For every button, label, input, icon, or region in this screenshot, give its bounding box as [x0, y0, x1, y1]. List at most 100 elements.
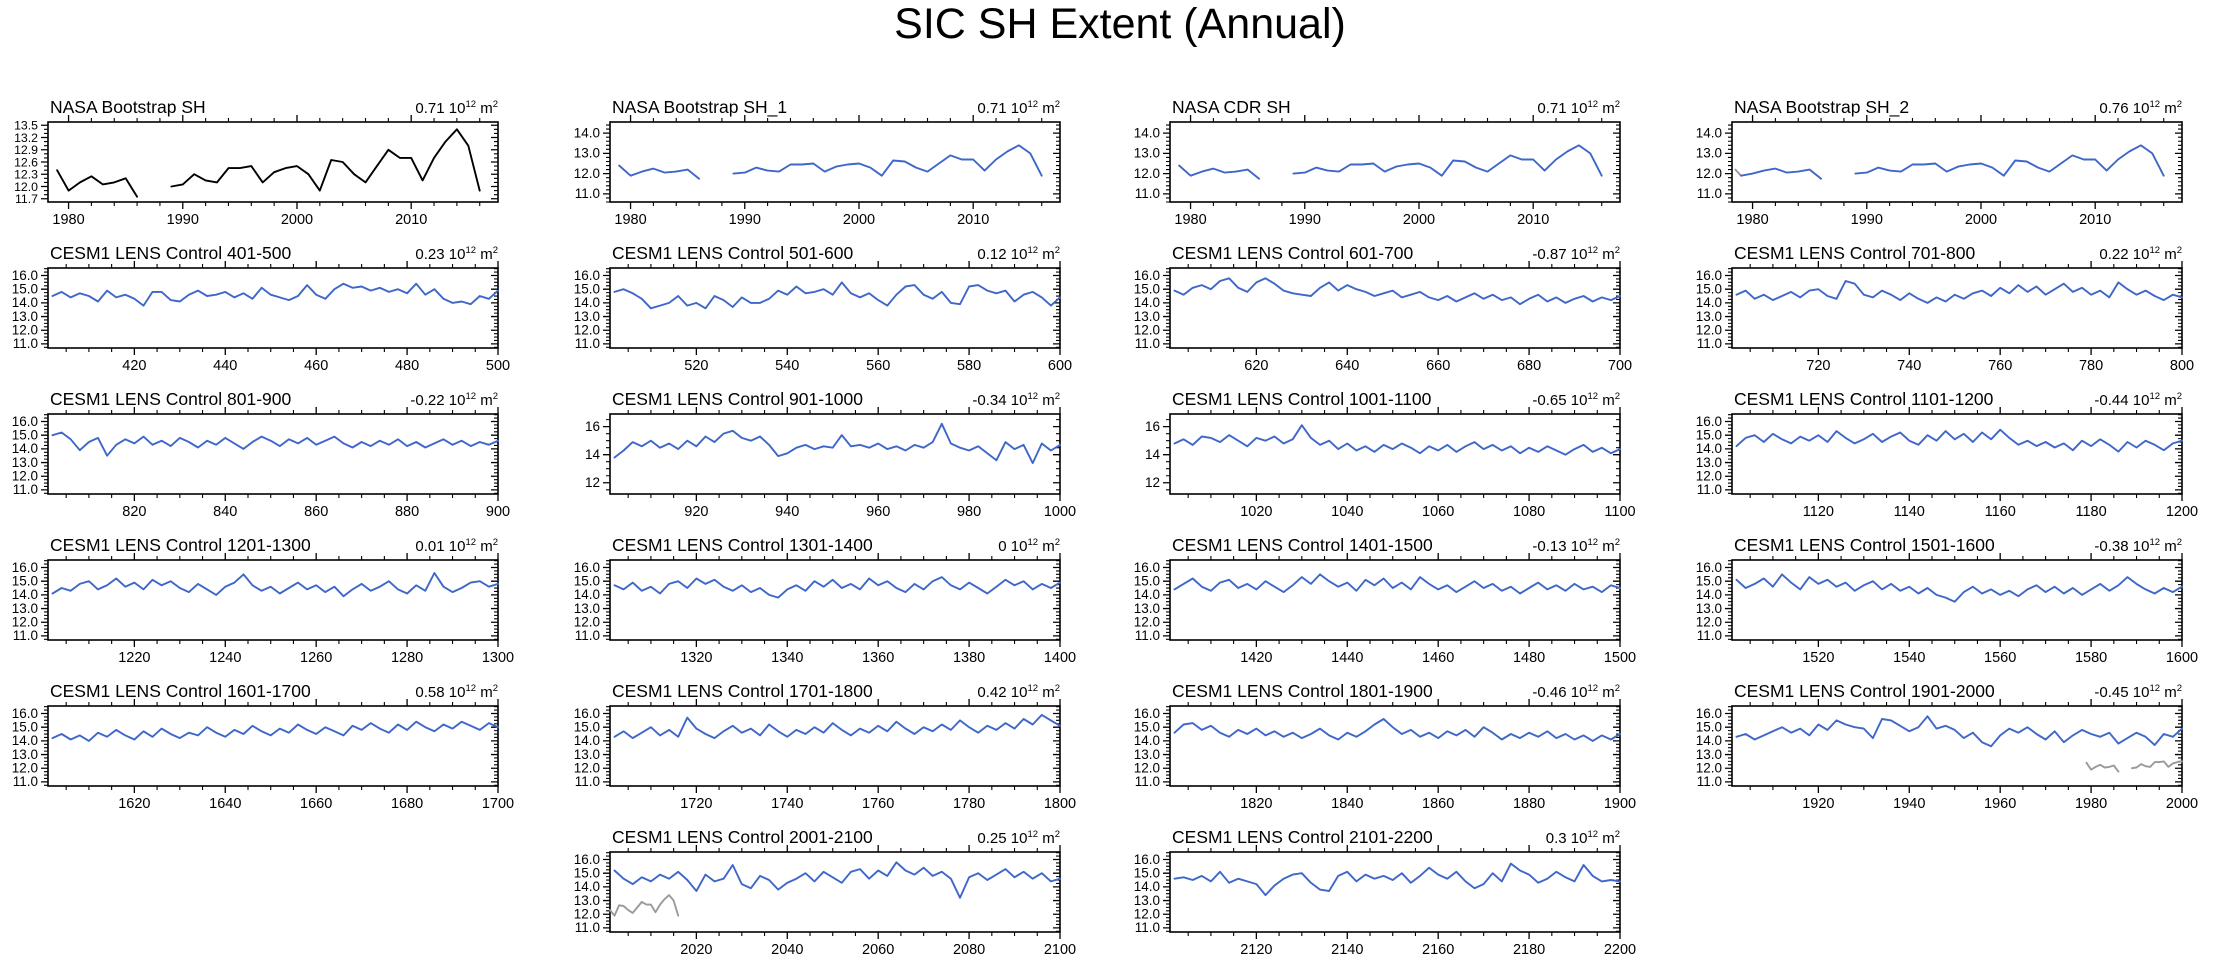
y-tick-label: 12.0 — [12, 469, 38, 484]
y-tick-label: 16.0 — [12, 706, 38, 721]
axis-box — [609, 705, 1061, 787]
x-tick-label: 1340 — [771, 650, 803, 666]
panel-trend-value: -0.45 1012 m2 — [2094, 683, 2182, 701]
minor-ticks — [44, 702, 498, 790]
x-tick-label: 2010 — [2079, 212, 2111, 228]
panel-plot: 12 14 16 920 940 960 980 1000 — [585, 407, 1076, 520]
panel-title: CESM1 LENS Control 1801-1900 — [1172, 681, 1433, 701]
data-line — [51, 720, 499, 742]
y-tick-label: 16.0 — [574, 560, 600, 575]
y-tick-label: 11.7 — [15, 192, 38, 206]
data-line — [613, 713, 1061, 740]
y-tick-label: 12.6 — [14, 155, 38, 169]
x-tick-label: 560 — [866, 358, 890, 374]
y-tick-label: 15.0 — [1696, 427, 1722, 442]
y-tick-label: 15.0 — [1134, 573, 1160, 588]
minor-ticks — [44, 410, 498, 498]
y-tick-label: 12.0 — [574, 323, 600, 338]
panel-cesm1-lens-control-801-900: 11.0 12.0 13.0 14.0 15.0 16.0 820 840 860 880 900 C… — [0, 386, 515, 520]
y-tick-label: 16.0 — [1696, 414, 1722, 429]
x-tick-label: 1400 — [1044, 650, 1076, 666]
panel-cesm1-lens-control-2101-2200: 11.0 12.0 13.0 14.0 15.0 16.0 2120 2140 2160 2180… — [1122, 824, 1637, 958]
x-tick-label: 860 — [304, 504, 328, 520]
major-ticks — [41, 261, 499, 355]
minor-ticks — [1166, 702, 1620, 790]
y-tick-label: 13.0 — [574, 893, 600, 908]
y-tick-label: 14.0 — [1134, 879, 1160, 894]
axis-box — [47, 121, 499, 203]
y-tick-label: 15.0 — [1696, 719, 1722, 734]
minor-ticks — [1728, 702, 2182, 790]
axis-box — [1731, 413, 2183, 495]
minor-ticks — [606, 118, 1060, 206]
data-line — [1735, 428, 2183, 453]
x-tick-label: 2010 — [1517, 212, 1549, 228]
x-tick-label: 760 — [1988, 358, 2012, 374]
y-tick-label: 11.0 — [1135, 628, 1160, 643]
y-tick-label: 12.0 — [1696, 166, 1722, 181]
panel-nasa-cdr-sh: 11.0 12.0 13.0 14.0 1980 1990 2000 2010 NASA CDR… — [1122, 94, 1637, 228]
x-tick-label: 1880 — [1513, 796, 1545, 812]
y-tick-label: 16.0 — [1696, 268, 1722, 283]
x-tick-label: 2180 — [1513, 942, 1545, 958]
y-tick-label: 16 — [1145, 419, 1160, 434]
y-tick-label: 12.0 — [574, 761, 600, 776]
panel-title: NASA Bootstrap SH — [50, 97, 206, 117]
major-ticks — [1725, 699, 2183, 793]
axis-box — [609, 851, 1061, 933]
panel-title: NASA CDR SH — [1172, 97, 1291, 117]
panel-title: CESM1 LENS Control 1101-1200 — [1734, 389, 1994, 409]
axis-box — [47, 267, 499, 349]
y-tick-label: 16.0 — [1134, 268, 1160, 283]
x-tick-label: 1600 — [2166, 650, 2198, 666]
panel-nasa-bootstrap-sh-2: 11.0 12.0 13.0 14.0 1980 1990 2000 2010 NASA Boo… — [1684, 94, 2199, 228]
x-tick-label: 1220 — [118, 650, 150, 666]
panel-title: NASA Bootstrap SH_2 — [1734, 97, 1910, 117]
minor-ticks — [44, 264, 498, 352]
panel-title: CESM1 LENS Control 1301-1400 — [612, 535, 873, 555]
major-ticks — [41, 699, 499, 793]
major-ticks — [1163, 699, 1621, 793]
panel-cesm1-lens-control-401-500: 11.0 12.0 13.0 14.0 15.0 16.0 420 440 460 480 500 C… — [0, 240, 515, 374]
axis-box — [1169, 851, 1621, 933]
x-tick-label: 940 — [775, 504, 799, 520]
x-tick-label: 1480 — [1513, 650, 1545, 666]
x-tick-label: 1520 — [1802, 650, 1834, 666]
y-tick-label: 12.0 — [1134, 761, 1160, 776]
x-tick-label: 1360 — [862, 650, 894, 666]
panel-cesm1-lens-control-1701-1800: 11.0 12.0 13.0 14.0 15.0 16.0 1720 1740 1760 1780… — [562, 678, 1077, 812]
axis-box — [609, 413, 1061, 495]
x-tick-label: 960 — [866, 504, 890, 520]
x-tick-label: 1440 — [1331, 650, 1363, 666]
y-tick-label: 13.0 — [1696, 601, 1722, 616]
observation-overlay-line — [2131, 760, 2183, 770]
major-ticks — [1163, 407, 1621, 501]
data-line — [1735, 715, 2183, 748]
x-tick-label: 920 — [684, 504, 708, 520]
y-tick-label: 11.0 — [1135, 336, 1160, 351]
axis-box — [1169, 559, 1621, 641]
panel-title: CESM1 LENS Control 801-900 — [50, 389, 292, 409]
y-tick-label: 14.0 — [1134, 733, 1160, 748]
y-tick-label: 12.0 — [1134, 166, 1160, 181]
x-tick-label: 1100 — [1604, 504, 1635, 520]
y-tick-label: 15.0 — [574, 573, 600, 588]
panel-title: NASA Bootstrap SH_1 — [612, 97, 788, 117]
x-tick-label: 1640 — [209, 796, 241, 812]
y-tick-label: 11.0 — [13, 482, 38, 497]
y-tick-label: 11.0 — [575, 774, 600, 789]
x-tick-label: 2080 — [953, 942, 985, 958]
panel-cesm1-lens-control-1901-2000: 11.0 12.0 13.0 14.0 15.0 16.0 1920 1940 1960 1980… — [1684, 678, 2199, 812]
x-tick-label: 740 — [1897, 358, 1921, 374]
panel-trend-value: -0.13 1012 m2 — [1532, 537, 1620, 555]
minor-ticks — [44, 556, 498, 644]
y-tick-label: 15.0 — [1134, 865, 1160, 880]
data-line — [1173, 277, 1621, 306]
y-tick-label: 15.0 — [12, 281, 38, 296]
panel-plot: 11.012.013.014.015.016.0 2120 2140 2160 2180… — [1134, 845, 1636, 958]
y-tick-label: 16.0 — [574, 706, 600, 721]
major-ticks — [1163, 553, 1621, 647]
x-tick-label: 1800 — [1044, 796, 1076, 812]
x-tick-label: 1740 — [771, 796, 803, 812]
y-tick-label: 12.0 — [1696, 469, 1722, 484]
